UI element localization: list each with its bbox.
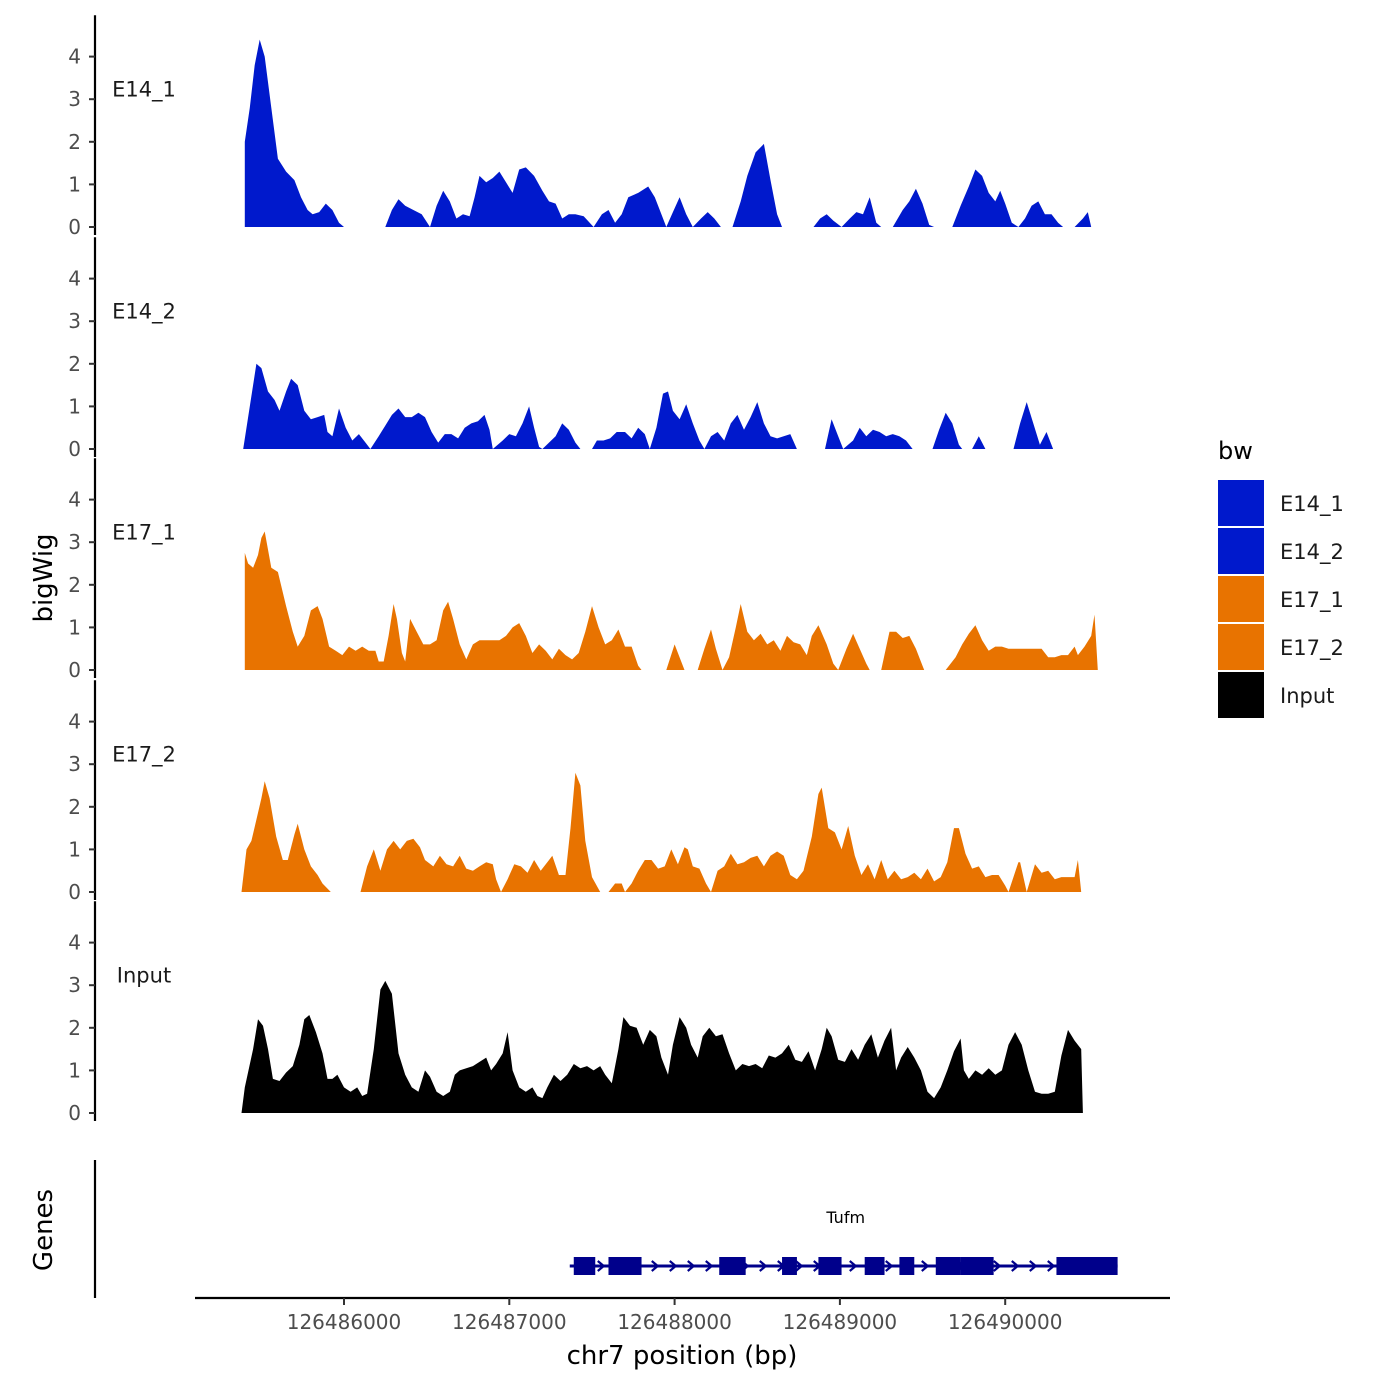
track-label: E14_2 [112,299,176,324]
track-label: E14_1 [112,77,176,102]
track-label: E17_2 [112,742,176,767]
strand-arrow-icon [849,1260,858,1272]
strand-arrow-icon [921,1260,930,1272]
legend-label: Input [1280,684,1334,708]
x-tick-label: 126489000 [783,1310,898,1334]
y-tick-label: 2 [68,795,81,819]
y-tick-label: 3 [68,973,81,997]
legend-key-e14_1 [1218,480,1264,526]
strand-arrow-icon [1029,1260,1038,1272]
gene-name-label: Tufm [825,1208,865,1227]
y-tick-label: 3 [68,87,81,111]
legend: bw E14_1 E14_2 E17_1 E17_2 Input [1218,437,1344,718]
y-tick-label: 3 [68,309,81,333]
x-tick-label: 126488000 [617,1310,732,1334]
y-tick-label: 1 [68,394,81,418]
legend-label: E14_2 [1280,540,1344,565]
strand-arrow-icon [1047,1260,1056,1272]
x-tick-label: 126490000 [948,1310,1063,1334]
gene-exon [864,1257,885,1275]
signal-area-input [241,980,1083,1113]
y-tick-label: 3 [68,530,81,554]
track-panel-e17_2: 0 1 2 3 4 E17_2 [68,680,1082,904]
legend-key-e17_2 [1218,624,1264,670]
legend-label: E17_1 [1280,588,1344,613]
gene-tufm: Tufm [569,1208,1118,1275]
y-tick-label: 0 [68,1101,81,1125]
gene-exon [899,1257,915,1275]
genes-axis-title: Genes [29,1189,59,1271]
y-axis-title: bigWig [29,533,59,622]
y-tick-label: 4 [68,488,81,512]
x-axis: 126486000 126487000 126488000 126489000 1264… [195,1296,1170,1334]
gene-exon [719,1257,746,1275]
x-axis-title: chr7 position (bp) [567,1341,798,1371]
gene-exon [1056,1257,1118,1275]
y-tick-label: 4 [68,931,81,955]
y-tick-label: 2 [68,1016,81,1040]
y-tick-label: 2 [68,130,81,154]
track-panel-e17_1: 0 1 2 3 4 E17_1 [68,458,1098,682]
y-tick-label: 0 [68,880,81,904]
gene-exon [608,1257,642,1275]
y-tick-label: 2 [68,352,81,376]
legend-title: bw [1218,437,1253,465]
y-tick-label: 4 [68,267,81,291]
gene-exon [960,1257,994,1275]
y-tick-label: 0 [68,215,81,239]
legend-key-input [1218,672,1264,718]
strand-arrow-icon [795,1260,804,1272]
track-panel-e14_1: 0 1 2 3 4 E14_1 [68,15,1092,239]
strand-arrow-icon [1011,1260,1020,1272]
gene-exon [782,1257,797,1275]
signal-area-e14_2 [243,363,1054,449]
strand-arrow-icon [705,1260,714,1272]
signal-area-e17_2 [241,772,1082,892]
y-tick-label: 1 [68,172,81,196]
strand-arrow-icon [687,1260,696,1272]
gene-exon [818,1257,842,1275]
y-tick-label: 0 [68,437,81,461]
track-panels: 0 1 2 3 4 E14_1 0 1 2 3 4 E14_2 0 1 2 3 4 E17_1 0 1 2 3 4 E17_2… [68,15,1098,1125]
y-tick-label: 0 [68,658,81,682]
strand-arrow-icon [597,1260,606,1272]
strand-arrow-icon [993,1260,1002,1272]
legend-label: E14_1 [1280,492,1344,517]
signal-area-e14_1 [244,39,1092,227]
strand-arrow-icon [885,1260,894,1272]
x-tick-label: 126487000 [452,1310,567,1334]
track-panel-e14_2: 0 1 2 3 4 E14_2 [68,237,1054,461]
y-tick-label: 4 [68,710,81,734]
track-label: Input [117,963,171,987]
genes-panel: Tufm [93,1160,1118,1298]
strand-arrow-icon [759,1260,768,1272]
track-panel-input: 0 1 2 3 4 Input [68,901,1083,1125]
legend-label: E17_2 [1280,636,1344,661]
y-tick-label: 2 [68,573,81,597]
strand-arrow-icon [651,1260,660,1272]
gene-exon [935,1257,961,1275]
signal-area-e17_1 [244,531,1098,670]
x-tick-label: 126486000 [287,1310,402,1334]
strand-arrow-icon [669,1260,678,1272]
y-tick-label: 3 [68,752,81,776]
y-tick-label: 1 [68,615,81,639]
gene-exon [573,1257,596,1275]
y-tick-label: 1 [68,837,81,861]
track-label: E17_1 [112,520,176,545]
y-tick-label: 1 [68,1058,81,1082]
legend-key-e17_1 [1218,576,1264,622]
legend-key-e14_2 [1218,528,1264,574]
y-tick-label: 4 [68,45,81,69]
